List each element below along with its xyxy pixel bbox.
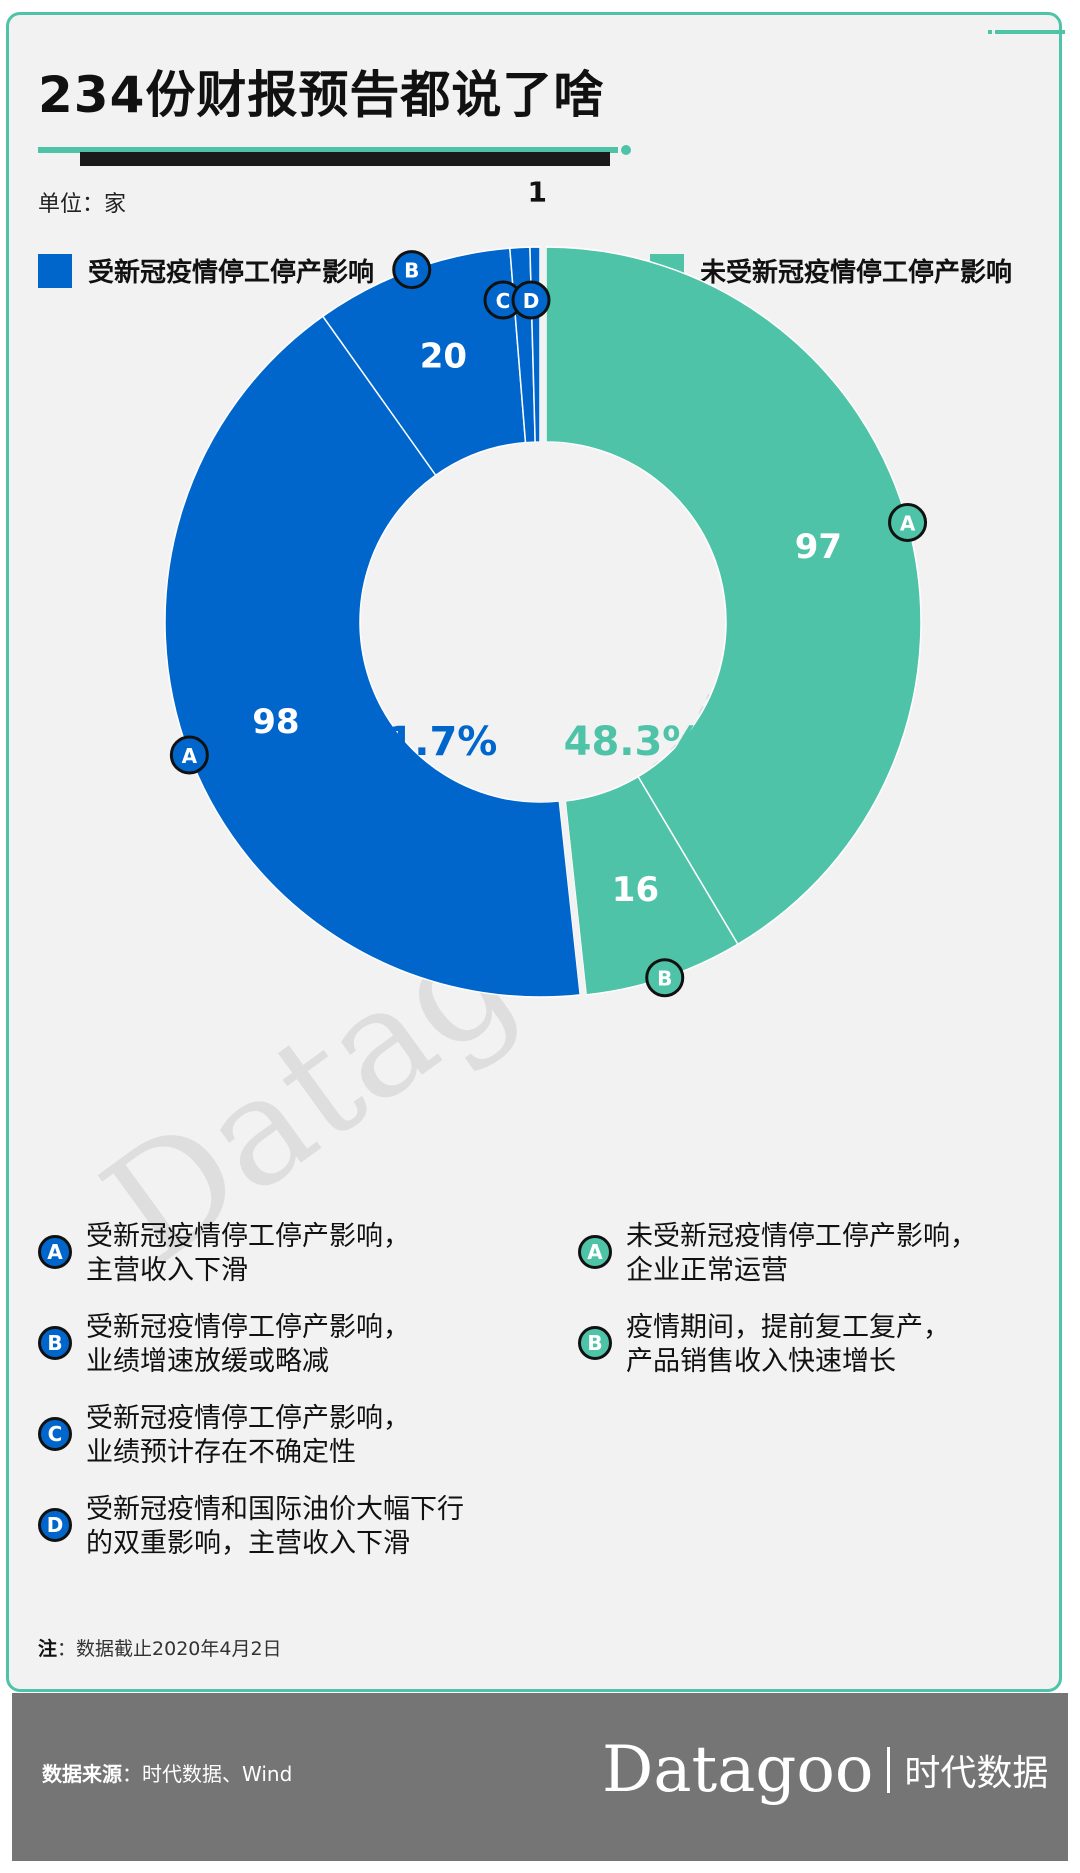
slice-value-affected-d: 1 [527,176,546,209]
title-rule [38,147,618,153]
unit-label: 单位：家 [38,192,127,217]
slice-marker-label-unaffected-b: B [657,967,672,991]
source-prefix: 数据来源 [42,1762,122,1786]
group-divider-bottom [559,798,588,1004]
donut-slice-affected-a [164,315,582,998]
slice-value-unaffected-a: 97 [795,527,842,567]
footer-bar: 数据来源：时代数据、Wind Datagoo 时代数据 [12,1693,1068,1861]
note-unaffected-b: B 疫情期间，提前复工复产， 产品销售收入快速增长 [578,1311,950,1379]
note-marker-unaffected-b: B [578,1326,612,1360]
slice-marker-label-affected-b: B [404,259,419,283]
donut-slice-unaffected-b [564,775,739,996]
slice-value-affected-a: 98 [252,702,299,742]
page-title: 234份财报预告都说了啥 [38,66,605,124]
note-text-unaffected-b: 疫情期间，提前复工复产， 产品销售收入快速增长 [626,1312,950,1377]
slice-marker-unaffected-b [645,958,685,998]
note-marker-affected-b: B [38,1326,72,1360]
donut-hole [363,442,723,802]
note-affected-d: D 受新冠疫情和国际油价大幅下行 的双重影响，主营收入下滑 [38,1493,464,1561]
title-dot [621,145,631,155]
donut-slice-unaffected-a [545,246,922,946]
legend-label-affected: 受新冠疫情停工停产影响 [88,258,375,288]
legend-affected: 受新冠疫情停工停产影响 [38,252,374,289]
footnote-text: ：数据截止2020年4月2日 [57,1638,282,1660]
slice-value-unaffected-b: 16 [612,870,659,910]
footnote-prefix: 注 [38,1638,58,1660]
slice-marker-label-affected-c: C [496,289,511,313]
brand-name-en: Datagoo [602,1733,874,1807]
legend-label-unaffected: 未受新冠疫情停工停产影响 [700,258,1013,288]
brand-name-cn: 时代数据 [904,1753,1049,1794]
slice-marker-affected-a [169,735,209,775]
slice-marker-unaffected-a [888,503,928,543]
legend-swatch-affected [38,253,72,288]
center-percent-unaffected: 48.3% [564,719,703,765]
note-marker-unaffected-a: A [578,1235,612,1269]
note-marker-affected-a: A [38,1235,72,1269]
note-unaffected-a: A 未受新冠疫情停工停产影响， 企业正常运营 [578,1220,977,1288]
slice-marker-affected-b [392,250,432,290]
note-text-affected-b: 受新冠疫情停工停产影响， 业绩增速放缓或略减 [86,1312,410,1377]
note-text-unaffected-a: 未受新冠疫情停工停产影响， 企业正常运营 [626,1221,977,1286]
slice-marker-label-affected-d: D [523,289,540,313]
note-text-affected-a: 受新冠疫情停工停产影响， 主营收入下滑 [86,1221,410,1286]
note-text-affected-c: 受新冠疫情停工停产影响， 业绩预计存在不确定性 [86,1403,410,1468]
note-text-affected-d: 受新冠疫情和国际油价大幅下行 的双重影响，主营收入下滑 [86,1494,464,1559]
slice-marker-affected-d [511,280,551,320]
slice-value-affected-b: 20 [420,337,467,377]
note-affected-c: C 受新冠疫情停工停产影响， 业绩预计存在不确定性 [38,1402,410,1470]
note-marker-affected-d: D [38,1508,72,1542]
slice-marker-label-unaffected-a: A [900,512,916,536]
source-line: 数据来源：时代数据、Wind [42,1758,292,1787]
corner-rule [995,30,1065,34]
source-text: ：时代数据、Wind [122,1762,293,1786]
corner-dash [988,30,992,34]
note-marker-affected-c: C [38,1417,72,1451]
footnote: 注：数据截止2020年4月2日 [38,1634,282,1661]
brand-separator [887,1747,891,1793]
note-affected-a: A 受新冠疫情停工停产影响， 主营收入下滑 [38,1220,410,1288]
title-bar [80,152,610,166]
brand-logo: Datagoo 时代数据 [602,1733,1048,1807]
slice-marker-label-affected-a: A [182,744,198,768]
note-affected-b: B 受新冠疫情停工停产影响， 业绩增速放缓或略减 [38,1311,410,1379]
center-percent-affected: 51.7% [359,719,498,765]
